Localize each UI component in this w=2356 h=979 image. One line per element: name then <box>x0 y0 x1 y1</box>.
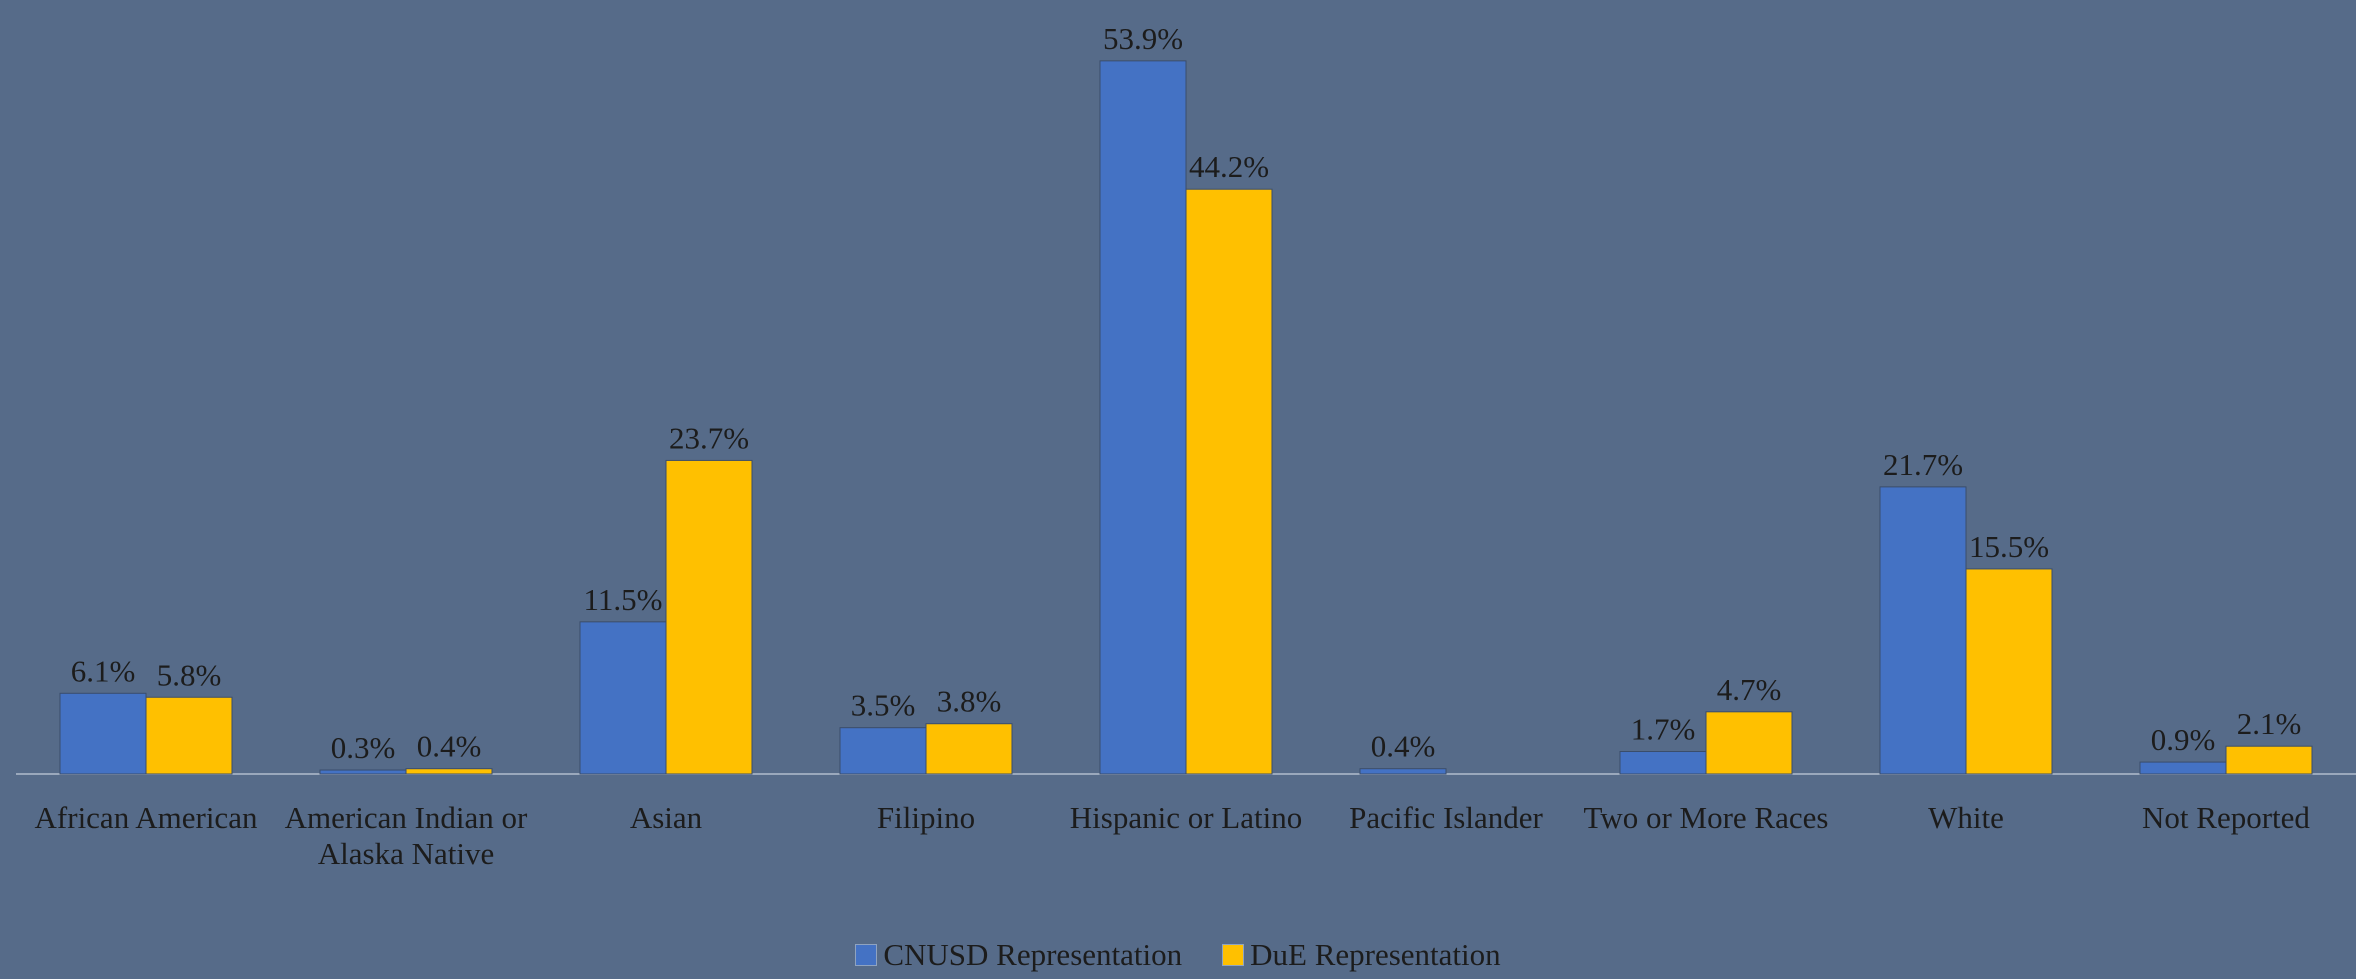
bar <box>665 459 753 775</box>
data-label: 3.5% <box>851 688 916 723</box>
data-label: 1.7% <box>1631 712 1696 747</box>
bar <box>2139 761 2227 775</box>
bar <box>405 768 493 775</box>
data-label: 6.1% <box>71 653 136 688</box>
x-tick-label: Asian <box>629 800 703 835</box>
data-label: 0.4% <box>1371 729 1436 764</box>
bar <box>2225 745 2313 775</box>
data-label: 15.5% <box>1969 529 2049 564</box>
x-tick-label: Hispanic or Latino <box>1069 800 1303 835</box>
data-label: 44.2% <box>1189 149 1269 184</box>
data-label: 4.7% <box>1717 672 1782 707</box>
data-label: 2.1% <box>2237 706 2302 741</box>
bar <box>925 723 1013 775</box>
data-label: 0.9% <box>2151 722 2216 757</box>
bar <box>59 692 147 775</box>
x-tick-label: African American <box>34 800 258 835</box>
x-tick-label: American Indian or Alaska Native <box>284 800 528 871</box>
bar <box>1965 568 2053 775</box>
data-label: 3.8% <box>937 684 1002 719</box>
data-label: 0.4% <box>417 729 482 764</box>
x-tick-label: Filipino <box>876 800 976 835</box>
legend-swatch <box>855 944 878 966</box>
legend-item: CNUSD Representation <box>855 937 1182 973</box>
bar <box>579 621 667 775</box>
legend-label: DuE Representation <box>1250 937 1501 972</box>
bar <box>1359 768 1447 775</box>
bar <box>145 696 233 775</box>
x-tick-label: Two or More Races <box>1583 800 1829 835</box>
legend-label: CNUSD Representation <box>883 937 1183 972</box>
bar <box>1099 60 1187 775</box>
bar <box>839 727 927 775</box>
bar <box>1879 486 1967 775</box>
data-label: 5.8% <box>157 657 222 692</box>
legend-swatch <box>1222 944 1245 966</box>
data-label: 11.5% <box>584 582 663 617</box>
bar <box>319 769 407 775</box>
x-tick-label: Pacific Islander <box>1349 800 1543 835</box>
data-label: 53.9% <box>1103 21 1183 56</box>
data-label: 0.3% <box>331 730 396 765</box>
data-label: 21.7% <box>1883 447 1963 482</box>
x-tick-label: White <box>1928 800 2004 835</box>
x-tick-label: Not Reported <box>2142 800 2310 835</box>
legend-item: DuE Representation <box>1222 937 1501 973</box>
bar <box>1705 711 1793 775</box>
bar <box>1185 188 1273 775</box>
data-label: 23.7% <box>669 420 749 455</box>
bar <box>1619 751 1707 775</box>
legend: CNUSD Representation DuE Representation <box>0 937 2356 973</box>
